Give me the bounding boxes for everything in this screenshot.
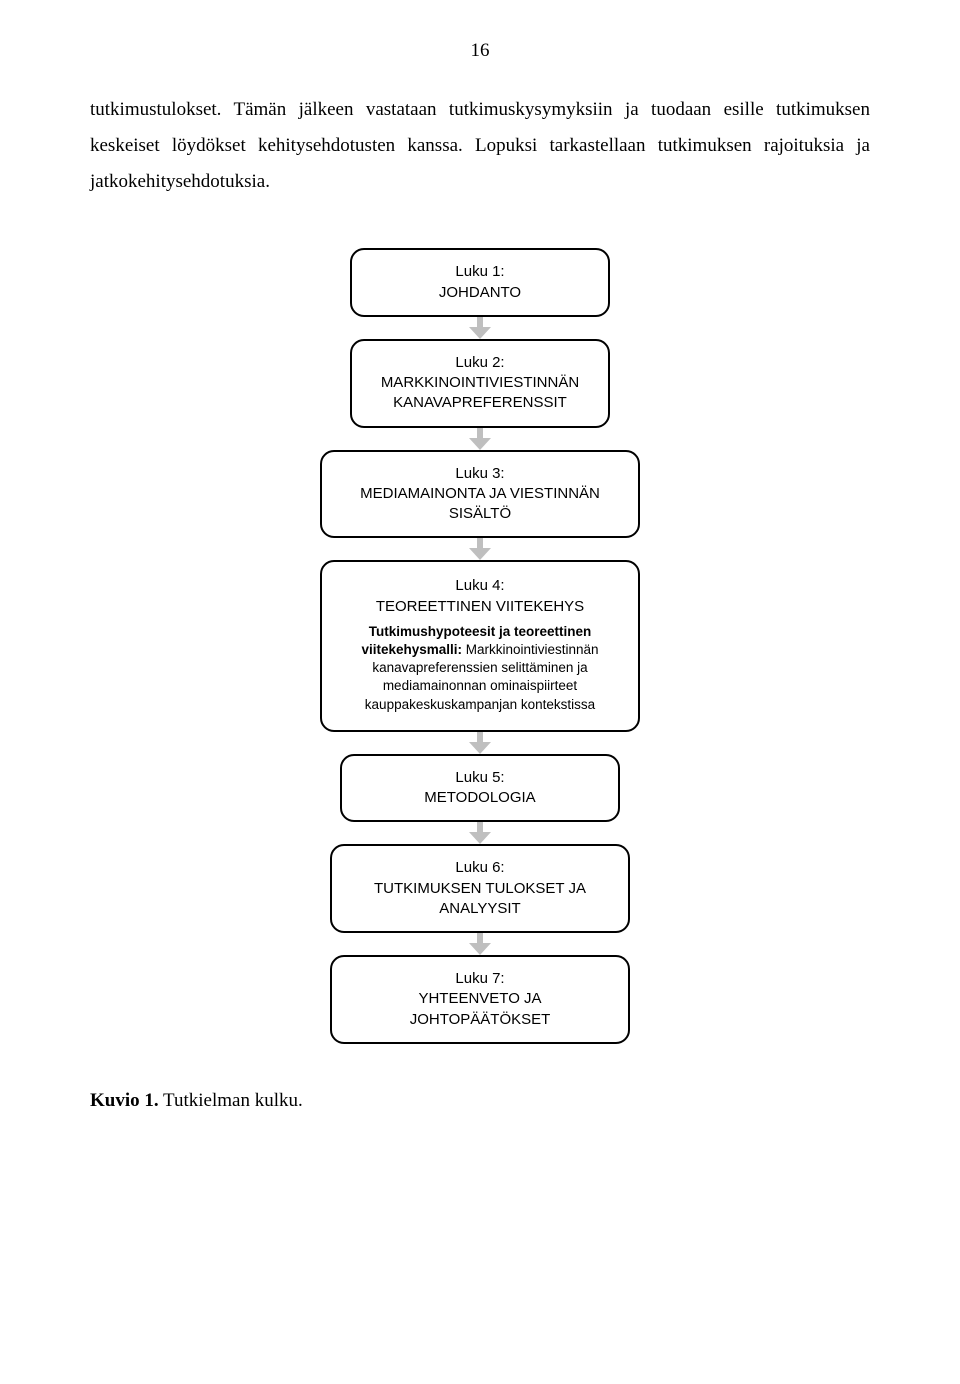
flowchart: Luku 1: JOHDANTO Luku 2: MARKKINOINTIVIE… <box>90 248 870 1044</box>
box-subtitle: METODOLOGIA <box>362 788 598 808</box>
figure-caption: Kuvio 1. Tutkielman kulku. <box>90 1090 870 1112</box>
box-subtitle: TUTKIMUKSEN TULOKSET JA ANALYYSIT <box>352 879 608 920</box>
box-title: Luku 4: <box>342 576 618 596</box>
flow-box-4: Luku 4: TEOREETTINEN VIITEKEHYS Tutkimus… <box>320 560 640 732</box>
flow-box-6: Luku 6: TUTKIMUKSEN TULOKSET JA ANALYYSI… <box>330 844 630 933</box>
box-title: Luku 3: <box>342 464 618 484</box>
caption-text: Tutkielman kulku. <box>159 1090 303 1111</box>
arrow-down-icon <box>465 732 495 754</box>
box-body: Tutkimushypoteesit ja teoreettinen viite… <box>342 623 618 714</box>
box-subtitle: TEOREETTINEN VIITEKEHYS <box>342 597 618 617</box>
box-title: Luku 7: <box>352 969 608 989</box>
arrow-down-icon <box>465 428 495 450</box>
flow-box-3: Luku 3: MEDIAMAINONTA JA VIESTINNÄN SISÄ… <box>320 450 640 539</box>
flow-box-5: Luku 5: METODOLOGIA <box>340 754 620 823</box>
box-subtitle: JOHDANTO <box>372 283 588 303</box>
box-subtitle: MARKKINOINTIVIESTINNÄN KANAVAPREFERENSSI… <box>372 373 588 414</box>
box-title: Luku 2: <box>372 353 588 373</box>
arrow-down-icon <box>465 933 495 955</box>
arrow-down-icon <box>465 538 495 560</box>
box-subtitle: YHTEENVETO JA JOHTOPÄÄTÖKSET <box>352 989 608 1030</box>
intro-paragraph: tutkimustulokset. Tämän jälkeen vastataa… <box>90 92 870 200</box>
arrow-down-icon <box>465 822 495 844</box>
caption-label: Kuvio 1. <box>90 1090 159 1111</box>
flow-box-7: Luku 7: YHTEENVETO JA JOHTOPÄÄTÖKSET <box>330 955 630 1044</box>
box-subtitle: MEDIAMAINONTA JA VIESTINNÄN SISÄLTÖ <box>342 484 618 525</box>
flow-box-2: Luku 2: MARKKINOINTIVIESTINNÄN KANAVAPRE… <box>350 339 610 428</box>
flow-box-1: Luku 1: JOHDANTO <box>350 248 610 317</box>
box-title: Luku 6: <box>352 858 608 878</box>
box-title: Luku 5: <box>362 768 598 788</box>
page-number: 16 <box>90 40 870 62</box>
arrow-down-icon <box>465 317 495 339</box>
box-title: Luku 1: <box>372 262 588 282</box>
